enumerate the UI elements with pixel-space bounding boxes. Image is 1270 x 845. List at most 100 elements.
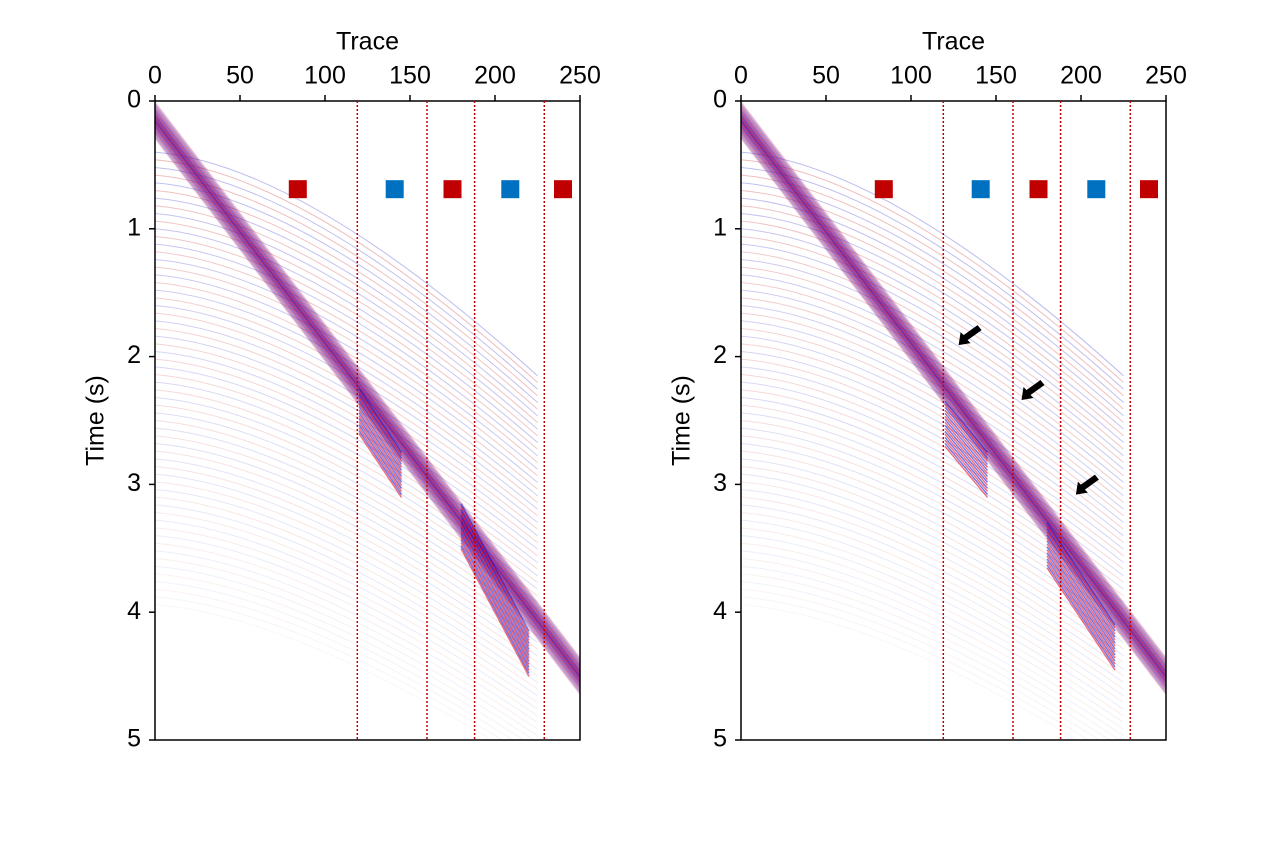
marker-square <box>1029 180 1048 199</box>
wave-event <box>741 251 1124 463</box>
wave-reflection <box>358 427 403 492</box>
wave-event <box>741 197 1124 417</box>
wave-event <box>155 220 538 437</box>
x-tick-label: 100 <box>304 62 346 90</box>
wave-reflection <box>944 409 989 462</box>
wavefield <box>155 101 580 740</box>
wave-event <box>741 604 1079 740</box>
arrow <box>1021 380 1045 401</box>
wave-reflection <box>1046 558 1116 662</box>
wave-event <box>155 243 538 457</box>
wave-reflection <box>1046 549 1116 653</box>
y-tick-label: 0 <box>127 86 141 114</box>
wave-event <box>155 274 538 483</box>
wave-reflection <box>358 400 403 465</box>
wave-arrival <box>741 128 1166 686</box>
wave-event <box>741 481 1124 663</box>
wave-reflection <box>944 439 989 492</box>
wave-reflection <box>460 524 530 653</box>
wave-event <box>741 381 1124 577</box>
wave-event <box>155 596 504 740</box>
wave-reflection <box>944 403 989 456</box>
y-tick-label: 5 <box>127 725 141 753</box>
wave-event <box>741 312 1124 517</box>
wave-arrival <box>741 126 1166 684</box>
wave-event <box>741 535 1124 710</box>
plot-frame <box>740 100 1167 741</box>
wave-event <box>155 366 538 563</box>
wave-event <box>741 228 1124 443</box>
wave-reflection <box>1046 525 1116 629</box>
wave-event <box>155 581 525 740</box>
wave-event <box>155 304 538 510</box>
wave-arrival <box>741 118 1166 676</box>
wave-reflection <box>460 545 530 674</box>
wave-event <box>741 420 1124 610</box>
wave-arrival <box>155 104 580 661</box>
y-tick-label: 4 <box>127 597 141 625</box>
marker-square <box>554 180 572 199</box>
wave-reflection <box>1046 546 1116 650</box>
wave-arrival <box>155 117 580 674</box>
wave-arrival <box>155 108 580 665</box>
y-tick-label: 2 <box>713 341 727 369</box>
x-tick-label: 50 <box>226 62 254 90</box>
wave-event <box>155 228 538 443</box>
plot-frame <box>154 100 581 741</box>
wave-reflection <box>944 415 989 468</box>
wave-event <box>741 489 1124 670</box>
wave-reflection <box>1046 561 1116 665</box>
arrow <box>1075 474 1099 495</box>
wave-arrival <box>741 123 1166 681</box>
wave-arrival <box>741 102 1166 660</box>
wave-reflection <box>944 406 989 459</box>
wave-event <box>155 535 538 710</box>
wave-arrival <box>155 121 580 678</box>
wave-event <box>741 458 1124 643</box>
wave-event <box>155 512 538 690</box>
wave-arrival <box>741 127 1166 685</box>
wave-event <box>155 496 538 677</box>
wave-reflection <box>460 539 530 668</box>
wave-event <box>155 458 538 643</box>
y-tick-label: 3 <box>713 469 727 497</box>
wave-event <box>741 205 1124 423</box>
wave-event <box>741 550 1124 723</box>
wave-reflection <box>460 509 530 638</box>
wave-arrival <box>155 118 580 676</box>
wave-arrival <box>741 113 1166 671</box>
y-axis-label: Time (s) <box>668 375 696 466</box>
wave-reflection <box>460 548 530 677</box>
wave-reflection <box>1046 540 1116 644</box>
wave-event <box>741 527 1124 703</box>
wave-reflection <box>1046 531 1116 635</box>
wave-event <box>155 565 538 737</box>
wave-event <box>741 588 1100 740</box>
wave-reflection <box>460 530 530 659</box>
wave-reflection <box>944 433 989 486</box>
x-tick-label: 50 <box>812 62 840 90</box>
wave-event <box>155 189 538 410</box>
wave-event <box>155 381 538 577</box>
wave-arrival <box>741 106 1166 664</box>
wave-event <box>741 243 1124 457</box>
wave-arrival <box>741 130 1166 687</box>
wave-arrival <box>155 110 580 668</box>
wave-event <box>155 558 538 730</box>
wave-event <box>155 504 538 683</box>
wave-reflection <box>460 533 530 662</box>
y-tick-label: 5 <box>713 725 727 753</box>
x-tick-label: 200 <box>1060 62 1102 90</box>
wave-arrival <box>155 102 580 660</box>
wave-reflection <box>1046 537 1116 641</box>
wave-arrival <box>741 104 1166 661</box>
wave-event <box>741 335 1124 537</box>
wave-event <box>741 373 1124 570</box>
wave-arrival <box>741 109 1166 667</box>
y-tick-label: 1 <box>127 213 141 241</box>
wave-reflection <box>460 518 530 647</box>
wave-event <box>741 466 1124 650</box>
wave-event <box>155 604 493 740</box>
wave-reflection <box>358 406 403 471</box>
marker-square <box>1140 180 1158 199</box>
